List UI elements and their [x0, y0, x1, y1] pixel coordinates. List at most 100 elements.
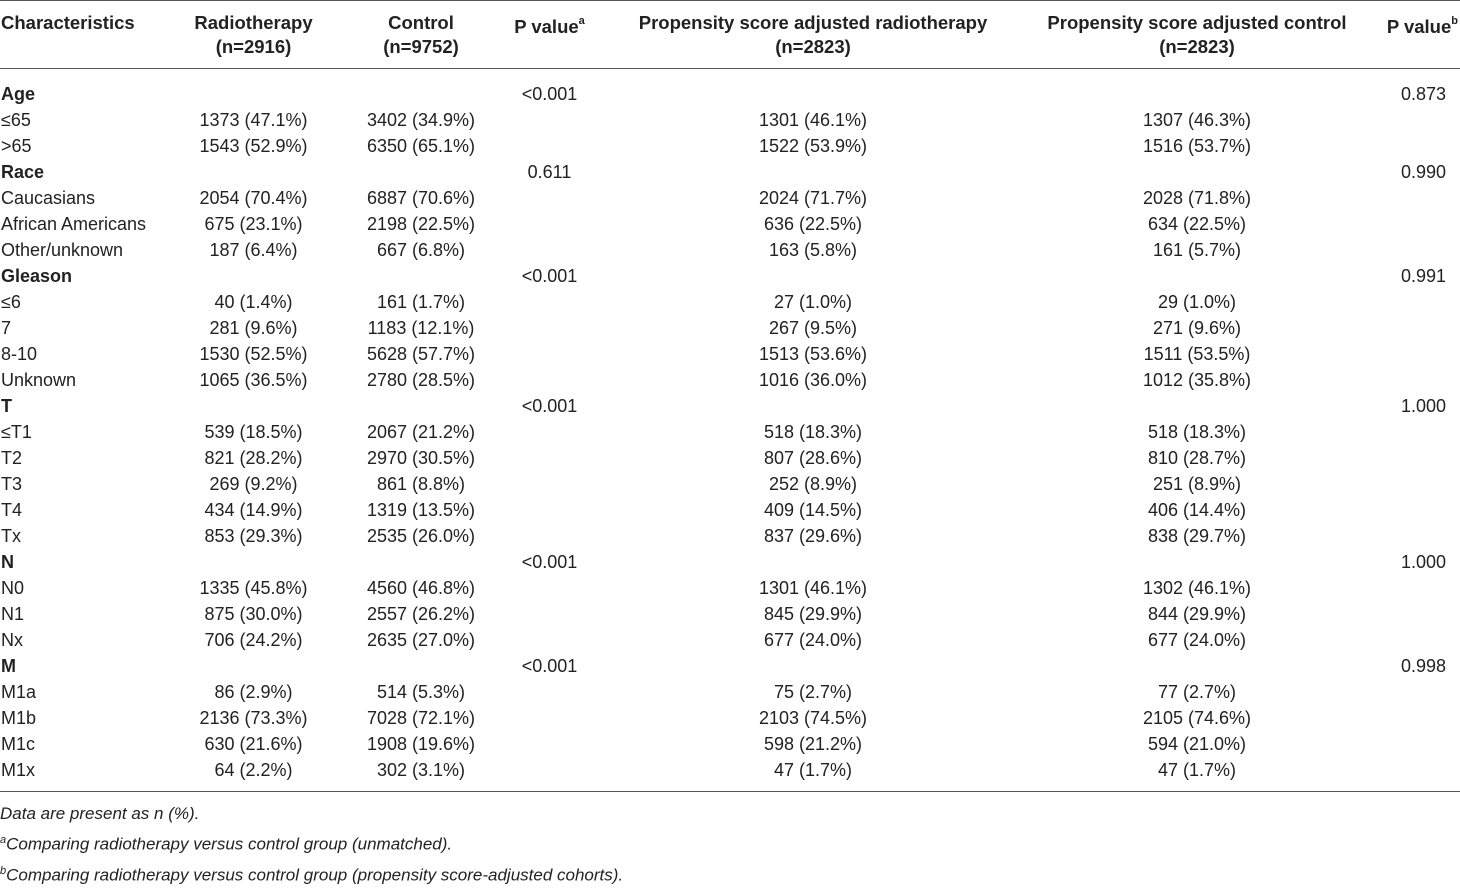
cell-p-value-b	[1372, 627, 1460, 653]
cell-label: Tx	[1, 526, 21, 546]
cell-p-value-a	[495, 601, 604, 627]
cell-p-value-a	[495, 523, 604, 549]
cell-control: 2535 (26.0%)	[366, 526, 476, 546]
cell-control	[347, 81, 495, 107]
cell-radiotherapy: 86 (2.9%)	[214, 682, 293, 702]
cell-ps-control	[1022, 393, 1372, 419]
cell-ps-radiotherapy: 1301 (46.1%)	[758, 578, 868, 598]
cell-ps-control: 1511 (53.5%)	[1143, 344, 1251, 364]
cell-p-value-b	[1372, 731, 1460, 757]
cell-ps-radiotherapy: 252 (8.9%)	[768, 474, 858, 494]
cell-p-value-b	[1372, 497, 1460, 523]
table-row: M1a 86 (2.9%) 514 (5.3%) 75 (2.7%) 77 (2.7%)	[0, 679, 1460, 705]
table-group-row: M <0.001 0.998	[0, 653, 1460, 679]
cell-p-value-b	[1372, 601, 1460, 627]
cell-p-value-a	[495, 419, 604, 445]
cell-ps-radiotherapy: 837 (29.6%)	[763, 526, 863, 546]
cell-ps-control: 677 (24.0%)	[1147, 630, 1247, 650]
cell-ps-control	[1022, 549, 1372, 575]
cell-control: 6350 (65.1%)	[366, 136, 476, 156]
cell-p-value-b	[1372, 211, 1460, 237]
cell-p-value-a: <0.001	[521, 266, 578, 286]
table-row: Tx 853 (29.3%) 2535 (26.0%) 837 (29.6%) 838 …	[0, 523, 1460, 549]
header-control: Control (n=9752)	[347, 0, 495, 69]
cell-control	[347, 159, 495, 185]
cell-p-value-a	[495, 211, 604, 237]
cell-control: 1183 (12.1%)	[367, 318, 475, 338]
table-row: African Americans 675 (23.1%) 2198 (22.5%)…	[0, 211, 1460, 237]
cell-p-value-a	[495, 471, 604, 497]
table-group-row: N <0.001 1.000	[0, 549, 1460, 575]
header-characteristics: Characteristics	[0, 0, 160, 69]
cell-p-value-a: 0.611	[527, 162, 572, 182]
table-row: Unknown 1065 (36.5%) 2780 (28.5%) 1016 (36.…	[0, 367, 1460, 393]
cell-p-value-b	[1372, 341, 1460, 367]
cell-label: T	[1, 396, 12, 416]
cell-ps-radiotherapy: 1301 (46.1%)	[758, 110, 868, 130]
cell-radiotherapy: 1530 (52.5%)	[199, 344, 308, 364]
cell-p-value-b	[1372, 107, 1460, 133]
header-p-value-a: P valuea	[495, 0, 604, 69]
cell-p-value-a	[495, 497, 604, 523]
cell-radiotherapy	[160, 393, 347, 419]
cell-control: 1319 (13.5%)	[366, 500, 476, 520]
cell-label: M1a	[1, 682, 37, 702]
cell-ps-radiotherapy: 163 (5.8%)	[768, 240, 858, 260]
cell-label: African Americans	[1, 214, 147, 234]
table-row: T2 821 (28.2%) 2970 (30.5%) 807 (28.6%) 810 …	[0, 445, 1460, 471]
cell-radiotherapy: 40 (1.4%)	[214, 292, 293, 312]
header-ps-control: Propensity score adjusted control (n=2823…	[1022, 0, 1372, 69]
cell-ps-control	[1022, 653, 1372, 679]
table-footnotes: Data are present as n (%). aComparing ra…	[0, 792, 1460, 888]
cell-p-value-a	[495, 107, 604, 133]
header-row: Characteristics Radiotherapy (n=2916) Con…	[0, 0, 1460, 69]
table-header: Characteristics Radiotherapy (n=2916) Con…	[0, 0, 1460, 69]
cell-label: Age	[1, 84, 36, 104]
cell-ps-control	[1022, 81, 1372, 107]
cell-radiotherapy	[160, 263, 347, 289]
cell-ps-control: 1302 (46.1%)	[1142, 578, 1252, 598]
cell-ps-radiotherapy: 75 (2.7%)	[773, 682, 853, 702]
header-radiotherapy: Radiotherapy (n=2916)	[160, 0, 347, 69]
cell-p-value-b	[1372, 133, 1460, 159]
cell-ps-control: 518 (18.3%)	[1147, 422, 1247, 442]
cell-ps-radiotherapy	[604, 263, 1022, 289]
cell-label: M1b	[1, 708, 37, 728]
cell-p-value-b: 0.991	[1400, 266, 1446, 286]
cell-label: ≤T1	[1, 422, 32, 442]
cell-p-value-b: 0.990	[1400, 162, 1446, 182]
cell-radiotherapy: 1335 (45.8%)	[199, 578, 308, 598]
table-bottom-rule	[0, 783, 1460, 792]
cell-ps-radiotherapy: 598 (21.2%)	[763, 734, 863, 754]
cell-ps-control: 838 (29.7%)	[1147, 526, 1247, 546]
cell-ps-radiotherapy: 267 (9.5%)	[768, 318, 858, 338]
cell-ps-radiotherapy: 1513 (53.6%)	[758, 344, 868, 364]
cell-ps-control: 406 (14.4%)	[1147, 500, 1247, 520]
table-row: 7 281 (9.6%) 1183 (12.1%) 267 (9.5%) 271 (9.…	[0, 315, 1460, 341]
cell-label: M1c	[1, 734, 36, 754]
cell-ps-control: 47 (1.7%)	[1157, 760, 1237, 780]
cell-ps-control: 251 (8.9%)	[1152, 474, 1242, 494]
cell-radiotherapy	[160, 81, 347, 107]
cell-p-value-b	[1372, 419, 1460, 445]
cell-ps-control: 271 (9.6%)	[1152, 318, 1242, 338]
cell-ps-control: 594 (21.0%)	[1147, 734, 1247, 754]
cell-control: 3402 (34.9%)	[366, 110, 476, 130]
cell-p-value-a	[495, 185, 604, 211]
table-row: ≤T1 539 (18.5%) 2067 (21.2%) 518 (18.3%) 518…	[0, 419, 1460, 445]
cell-control: 667 (6.8%)	[376, 240, 466, 260]
cell-control: 6887 (70.6%)	[366, 188, 476, 208]
cell-control: 161 (1.7%)	[376, 292, 466, 312]
cell-control: 2635 (27.0%)	[366, 630, 476, 650]
cell-ps-control: 2028 (71.8%)	[1142, 188, 1252, 208]
cell-label: Race	[1, 162, 45, 182]
table-group-row: Age <0.001 0.873	[0, 81, 1460, 107]
cell-control: 4560 (46.8%)	[366, 578, 476, 598]
cell-p-value-a	[495, 627, 604, 653]
cell-radiotherapy: 875 (30.0%)	[204, 604, 303, 624]
cell-p-value-a	[495, 133, 604, 159]
cell-radiotherapy: 434 (14.9%)	[204, 500, 303, 520]
table-row: >65 1543 (52.9%) 6350 (65.1%) 1522 (53.9%) 1…	[0, 133, 1460, 159]
cell-p-value-a	[495, 731, 604, 757]
cell-label: N	[1, 552, 14, 572]
